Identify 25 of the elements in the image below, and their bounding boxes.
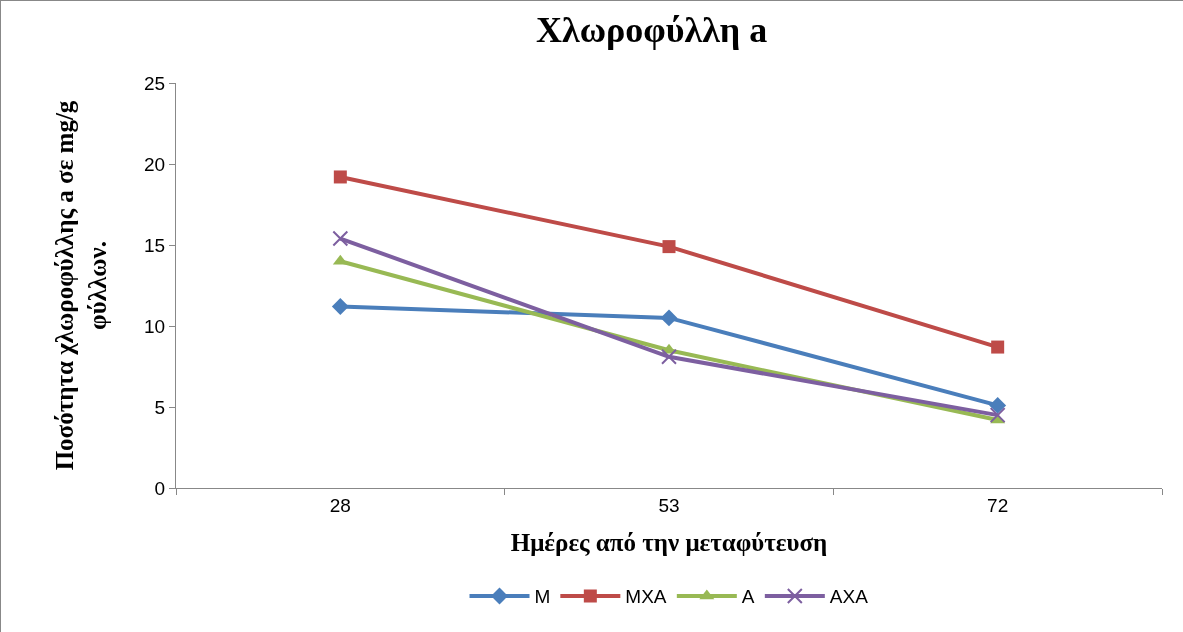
point	[332, 230, 349, 247]
point	[333, 170, 347, 184]
y-tick-label: 20	[144, 153, 166, 175]
x-tick-label: 72	[987, 494, 1009, 516]
chart-title: Χλωροφύλλη a	[536, 10, 768, 50]
point	[660, 309, 678, 327]
y-tick-label: 15	[144, 234, 166, 256]
legend-label: MXA	[625, 586, 667, 608]
x-tick-label: 53	[658, 494, 680, 516]
point	[991, 340, 1005, 354]
y-axis-title: Ποσότητα χλωροφύλλης a σε mg/g φύλλων.	[51, 100, 111, 471]
point	[989, 396, 1007, 414]
y-tick-label: 10	[144, 315, 166, 337]
point	[661, 348, 677, 365]
x-tick-label: 28	[329, 494, 351, 516]
point	[662, 240, 676, 254]
y-tick-label: 5	[154, 396, 166, 418]
y-tick-label: 25	[144, 72, 166, 94]
legend-label: AXA	[829, 586, 869, 608]
x-axis-title: Ημέρες από την μεταφύτευση	[510, 528, 828, 556]
y-tick-label: 0	[154, 477, 166, 499]
legend-label: M	[534, 586, 551, 608]
point	[331, 298, 349, 316]
legend-label: A	[741, 586, 755, 608]
point	[989, 407, 1006, 424]
